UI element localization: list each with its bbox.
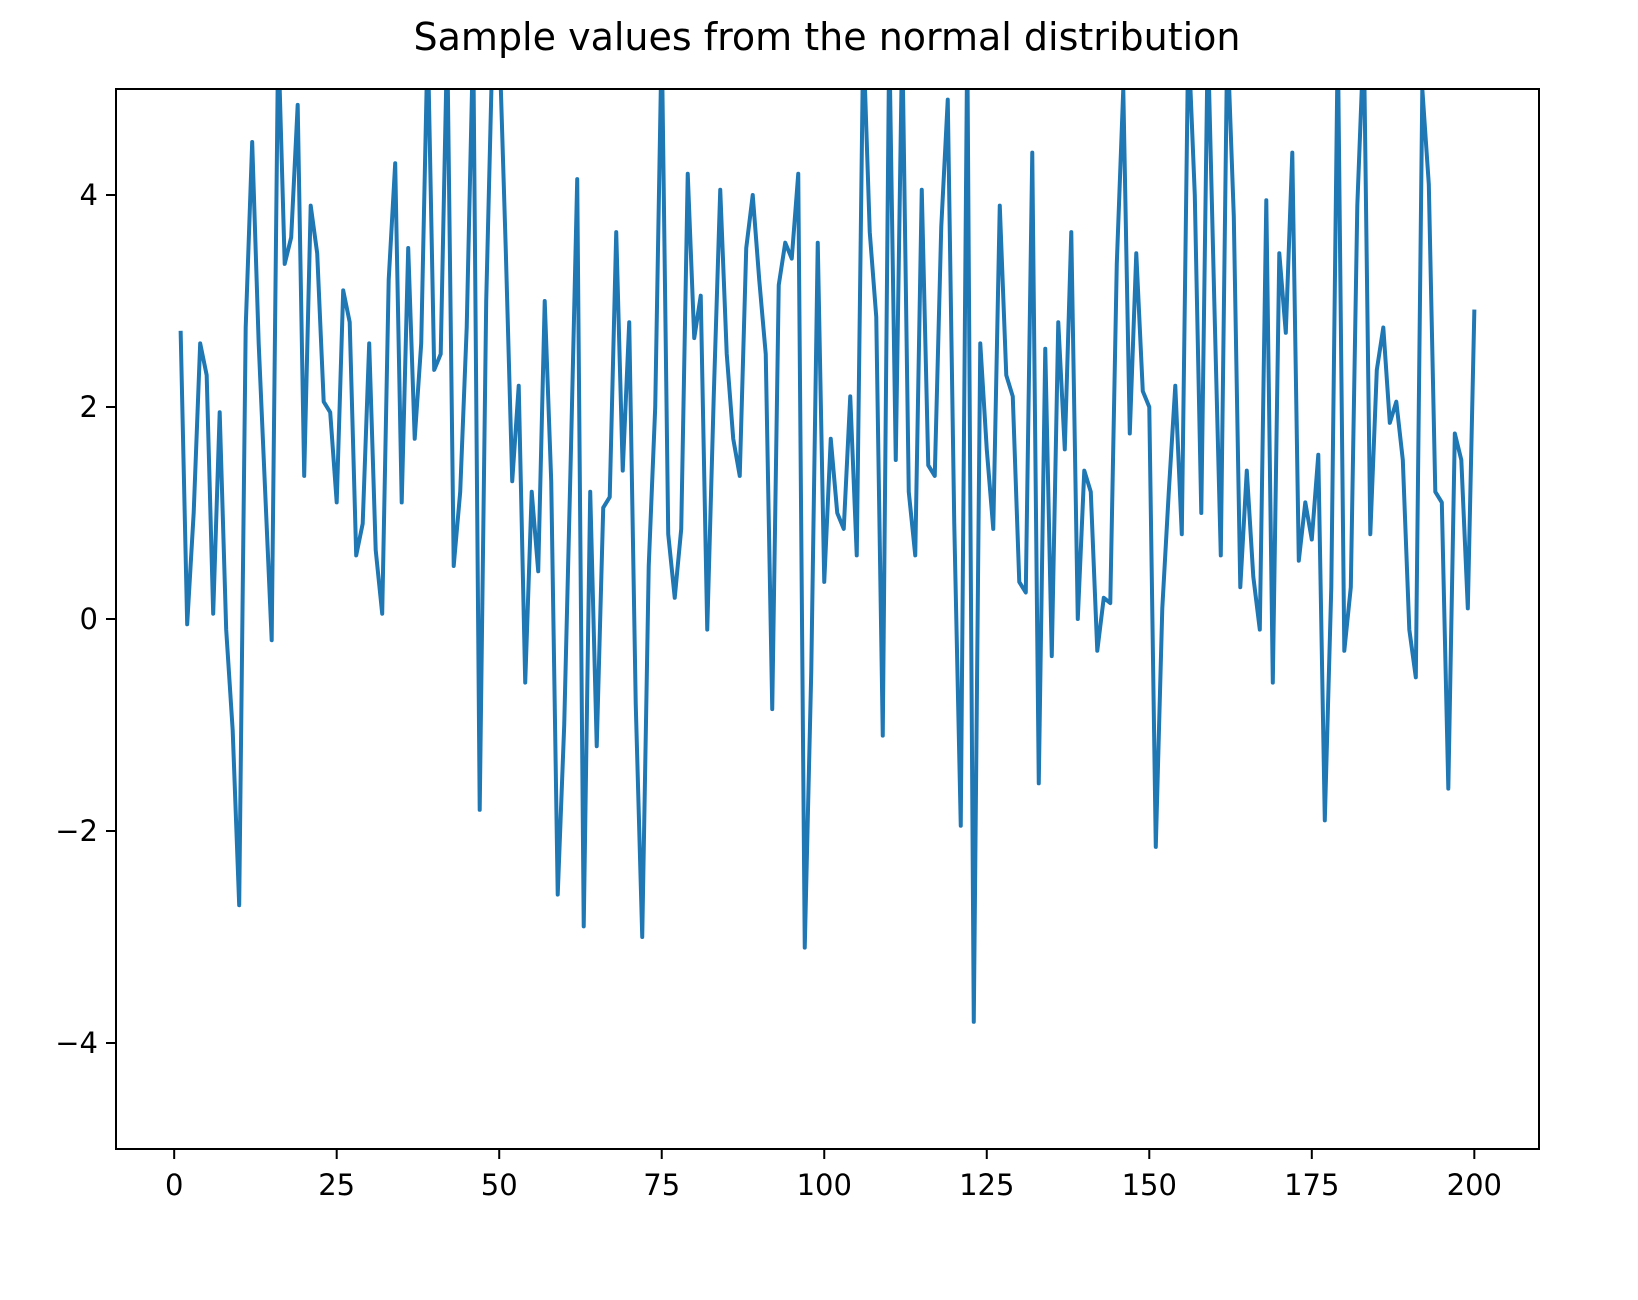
- x-tick-label: 175: [1284, 1168, 1339, 1202]
- x-tick-label: 0: [165, 1168, 183, 1202]
- y-tick-label: −2: [55, 814, 98, 848]
- plot-area: [178, 89, 1477, 1024]
- x-tick-label: 100: [797, 1168, 852, 1202]
- y-tick-label: 2: [80, 390, 98, 424]
- line-series: [178, 89, 1477, 1024]
- y-tick-label: 0: [80, 602, 98, 636]
- y-tick-label: −4: [55, 1026, 98, 1060]
- x-tick-label: 150: [1122, 1168, 1177, 1202]
- y-tick-label: 4: [80, 178, 98, 212]
- x-tick-label: 200: [1447, 1168, 1502, 1202]
- x-tick-label: 125: [959, 1168, 1014, 1202]
- x-tick-label: 25: [318, 1168, 355, 1202]
- chart-title: Sample values from the normal distributi…: [414, 15, 1241, 59]
- axes-frame: [115, 88, 1540, 1150]
- x-tick-label: 75: [643, 1168, 680, 1202]
- x-tick-label: 50: [481, 1168, 518, 1202]
